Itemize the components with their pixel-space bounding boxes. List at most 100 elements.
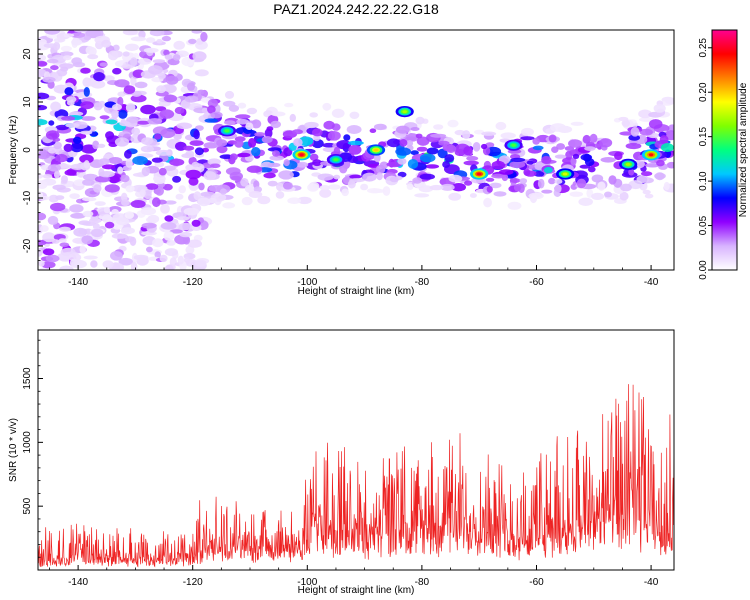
spectrogram-cell [160,204,170,214]
spectrogram-cell [70,142,84,153]
spectrogram-cell [70,32,86,38]
spectrogram-cell [48,120,55,126]
spectrogram-cell [267,147,282,152]
spectrogram-cell [130,57,138,67]
spectrogram-cell [42,174,53,179]
spectrogram-cell [155,149,172,156]
spectrogram-cell [50,65,59,71]
spectrogram-cell [164,264,174,270]
colorbar-tick-label: 0.25 [698,38,709,58]
spectrogram-cell [584,146,596,152]
spectrogram-cell [208,197,217,203]
spectrogram-cell [38,119,48,126]
spectrogram-cell [156,39,163,44]
spectrogram-cell [367,188,382,194]
spectrogram-cell [412,177,423,184]
spectrogram-cell [185,245,195,254]
spectrogram-cell [55,195,65,201]
spectrogram-cell [136,120,150,125]
snr-y-tick-label: 500 [22,497,33,514]
spectrogram-cell [236,118,250,125]
colorbar-label: Normalized spectral amplitude [738,82,749,217]
spectrogram-cell [187,239,202,248]
spectrogram-cell [114,79,130,88]
spectrogram-cell [346,125,362,134]
spectrogram-cell [71,57,83,65]
spectrogram-cell [591,192,605,200]
spectrogram-cell [102,260,114,269]
spectrogram-cell [172,175,182,183]
spectrogram-cell [625,142,642,150]
spectrogram-cell [101,214,113,224]
spectrogram-cell [462,130,471,140]
spectrogram-cell [172,54,181,61]
spectrogram-cell [194,259,207,267]
spectrogram-cell [414,193,430,198]
spectrogram-cell [140,207,157,216]
spectrogram-cell [396,125,410,134]
spectrogram-x-tick-label: -120 [183,277,203,288]
spectrogram-cell [87,54,99,60]
spectrogram-cell [111,233,128,239]
spectrogram-cell [223,120,236,125]
spectrogram-cell [93,223,100,230]
spectrogram-cell [101,39,111,48]
spectrogram-cell [93,102,103,111]
spectrogram-cell [164,215,174,222]
spectrogram-cell [43,43,58,48]
spectrogram-cell [125,158,133,168]
spectrogram-cell [63,143,73,152]
spectrogram-cell [192,51,207,62]
spectrogram-cell [507,201,522,210]
spectrogram-cell [197,197,211,207]
spectrogram-cell [519,178,528,184]
spectrogram-cell [261,136,273,144]
spectrogram-cell [532,137,540,145]
spectrogram-cell [163,49,170,56]
spectrogram-cell [645,163,660,168]
spectrogram-cell [304,121,319,129]
spectrogram-cell [169,229,183,234]
spectrogram-cell [145,217,156,223]
spectrogram-cell [269,155,285,161]
snr-series-line [38,384,674,568]
spectrogram-cell [130,76,137,86]
spectrogram-cell [235,114,251,119]
spectrogram-cell [653,104,666,113]
spectrogram-cell [569,191,584,197]
spectrogram-cell [556,143,566,150]
spectrogram-cell [94,175,111,183]
chart-title: PAZ1.2024.242.22.22.G18 [273,1,439,17]
spectrogram-cell [263,172,276,179]
spectrogram-cell [543,166,553,174]
spectrogram-cell [369,128,377,133]
spectrogram-cell [60,66,69,72]
spectrogram-cell [333,174,341,180]
spectrogram-cell [117,96,124,107]
spectrogram-cell [284,102,294,108]
spectrogram-cell [513,184,522,192]
spectrogram-cell [155,186,164,196]
spectrogram-cell [138,30,146,39]
spectrogram-cell [133,254,149,261]
spectrogram-cell [185,164,195,171]
spectrogram-cell [648,119,663,129]
spectrogram-cell [140,104,156,115]
colorbar-gradient [712,30,737,270]
spectrogram-cell [93,72,105,82]
spectrogram-cell [237,102,247,109]
spectrogram-cell [57,32,65,43]
spectrogram-cell [61,175,68,184]
spectrogram-cell [143,47,159,53]
spectrogram-cell [469,193,477,198]
spectrogram-cell [466,156,479,161]
snr-frame [37,329,675,571]
spectrogram-cell [152,197,161,208]
spectrogram-cell [486,186,493,193]
spectrogram-cell [209,163,221,169]
spectrogram-hotspots [217,106,661,180]
spectrogram-cell [271,111,286,117]
spectrogram-cell [222,202,236,209]
spectrogram-cell [45,130,60,140]
